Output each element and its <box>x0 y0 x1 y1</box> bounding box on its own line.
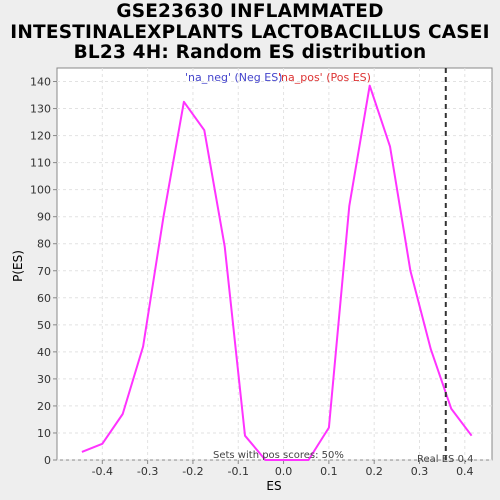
x-tick-label: 0.3 <box>411 465 429 478</box>
y-tick-label: 10 <box>37 427 51 440</box>
y-tick-label: 130 <box>30 103 51 116</box>
y-tick-label: 90 <box>37 211 51 224</box>
y-tick-label: 70 <box>37 265 51 278</box>
x-tick-label: 0.1 <box>320 465 338 478</box>
chart-title-line: GSE23630 INFLAMMATED <box>116 1 384 22</box>
plot-area <box>56 67 493 461</box>
x-tick-label: 0.2 <box>365 465 383 478</box>
y-axis-title: P(ES) <box>11 250 25 282</box>
es-distribution-line <box>81 84 473 461</box>
legend-pos-label: 'na_pos' (Pos ES) <box>278 71 371 84</box>
x-tick-label: -0.4 <box>92 465 113 478</box>
chart-title-line: INTESTINALEXPLANTS LACTOBACILLUS CASEI <box>10 21 490 43</box>
y-axis: 0 10 20 30 40 50 60 70 80 90 100 110 120 130 140 <box>30 76 57 467</box>
chart-title-line: BL23 4H: Random ES distribution <box>73 42 427 63</box>
y-tick-label: 0 <box>44 454 51 467</box>
x-tick-label: -0.2 <box>182 465 203 478</box>
y-tick-label: 30 <box>37 373 51 386</box>
y-tick-label: 60 <box>37 292 51 305</box>
y-tick-label: 100 <box>30 184 51 197</box>
grid-lines <box>57 68 492 461</box>
x-tick-label: 0.4 <box>456 465 474 478</box>
y-tick-label: 80 <box>37 238 51 251</box>
x-tick-label: -0.3 <box>137 465 158 478</box>
x-axis: -0.4 -0.3 -0.2 -0.1 0.0 0.1 0.2 0.3 0.4 <box>92 460 474 478</box>
real-es-annotation: Real ES 0.4 <box>417 454 473 465</box>
y-tick-label: 110 <box>30 157 51 170</box>
y-tick-label: 120 <box>30 130 51 143</box>
x-axis-title: ES <box>266 479 281 493</box>
y-tick-label: 40 <box>37 346 51 359</box>
y-tick-label: 20 <box>37 400 51 413</box>
y-tick-label: 140 <box>30 76 51 89</box>
x-tick-label: -0.1 <box>228 465 249 478</box>
legend-neg-label: 'na_neg' (Neg ES) <box>185 71 282 84</box>
chart-title: GSE23630 INFLAMMATED INTESTINALEXPLANTS … <box>0 1 500 64</box>
y-tick-label: 50 <box>37 319 51 332</box>
x-tick-label: 0.0 <box>275 465 293 478</box>
pos-scores-annotation: Sets with pos scores: 50% <box>213 450 344 461</box>
